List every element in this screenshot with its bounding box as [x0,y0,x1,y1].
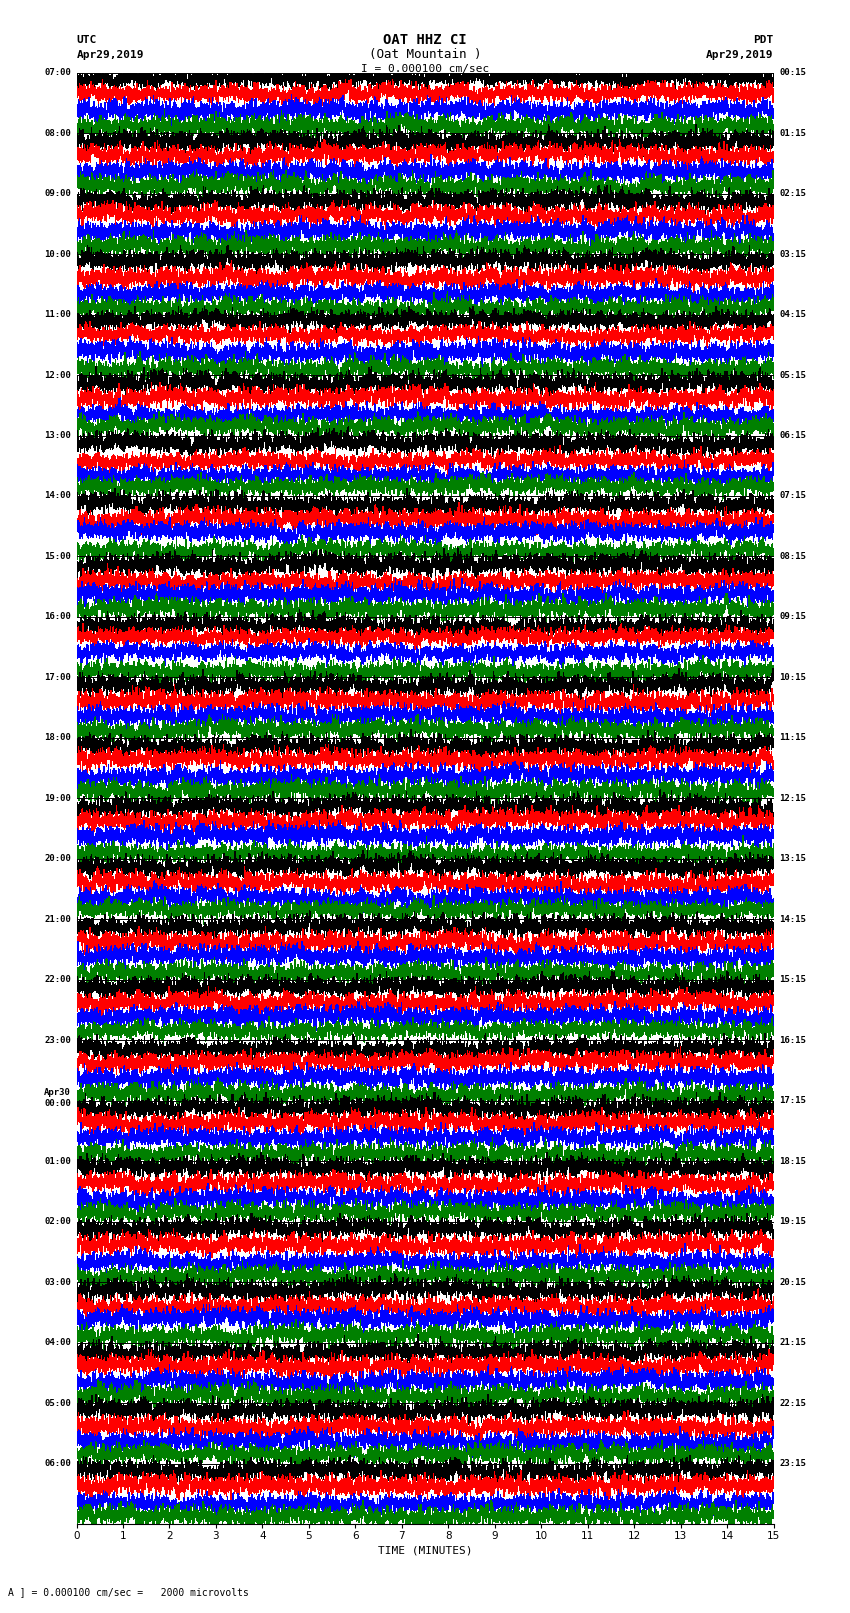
Text: 18:00: 18:00 [44,734,71,742]
Text: 14:00: 14:00 [44,492,71,500]
Text: 14:15: 14:15 [779,915,806,924]
Text: UTC: UTC [76,35,97,45]
Text: 18:15: 18:15 [779,1157,806,1166]
Text: 21:00: 21:00 [44,915,71,924]
Text: Apr29,2019: Apr29,2019 [706,50,774,60]
Text: 06:15: 06:15 [779,431,806,440]
Text: PDT: PDT [753,35,774,45]
Text: I = 0.000100 cm/sec: I = 0.000100 cm/sec [361,65,489,74]
Text: 07:00: 07:00 [44,68,71,77]
Text: 17:15: 17:15 [779,1097,806,1105]
Text: 08:15: 08:15 [779,552,806,561]
Text: 07:15: 07:15 [779,492,806,500]
Text: 13:00: 13:00 [44,431,71,440]
Text: A ] = 0.000100 cm/sec =   2000 microvolts: A ] = 0.000100 cm/sec = 2000 microvolts [8,1587,249,1597]
Text: 01:00: 01:00 [44,1157,71,1166]
Text: (Oat Mountain ): (Oat Mountain ) [369,48,481,61]
Text: 23:15: 23:15 [779,1460,806,1468]
Text: 11:15: 11:15 [779,734,806,742]
X-axis label: TIME (MINUTES): TIME (MINUTES) [377,1545,473,1555]
Text: 03:15: 03:15 [779,250,806,258]
Text: 00:15: 00:15 [779,68,806,77]
Text: 15:00: 15:00 [44,552,71,561]
Text: 10:00: 10:00 [44,250,71,258]
Text: 22:00: 22:00 [44,976,71,984]
Text: Apr29,2019: Apr29,2019 [76,50,144,60]
Text: 19:15: 19:15 [779,1218,806,1226]
Text: 08:00: 08:00 [44,129,71,137]
Text: 17:00: 17:00 [44,673,71,682]
Text: 09:15: 09:15 [779,613,806,621]
Text: 19:00: 19:00 [44,794,71,803]
Text: 05:15: 05:15 [779,371,806,379]
Text: 15:15: 15:15 [779,976,806,984]
Text: 04:00: 04:00 [44,1339,71,1347]
Text: 16:00: 16:00 [44,613,71,621]
Text: 02:00: 02:00 [44,1218,71,1226]
Text: 11:00: 11:00 [44,310,71,319]
Text: 13:15: 13:15 [779,855,806,863]
Text: 16:15: 16:15 [779,1036,806,1045]
Text: 03:00: 03:00 [44,1277,71,1287]
Text: 10:15: 10:15 [779,673,806,682]
Text: 12:00: 12:00 [44,371,71,379]
Text: 05:00: 05:00 [44,1398,71,1408]
Text: Apr30: Apr30 [44,1089,71,1097]
Text: 00:00: 00:00 [44,1098,71,1108]
Text: OAT HHZ CI: OAT HHZ CI [383,34,467,47]
Text: 09:00: 09:00 [44,189,71,198]
Text: 21:15: 21:15 [779,1339,806,1347]
Text: 04:15: 04:15 [779,310,806,319]
Text: 02:15: 02:15 [779,189,806,198]
Text: 06:00: 06:00 [44,1460,71,1468]
Text: 12:15: 12:15 [779,794,806,803]
Text: 23:00: 23:00 [44,1036,71,1045]
Text: 20:00: 20:00 [44,855,71,863]
Text: 22:15: 22:15 [779,1398,806,1408]
Text: 20:15: 20:15 [779,1277,806,1287]
Text: 01:15: 01:15 [779,129,806,137]
